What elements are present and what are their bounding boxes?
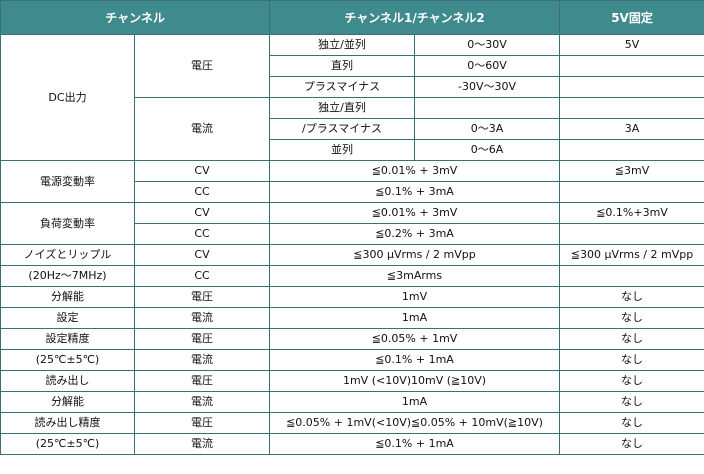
header-ch1-ch2: チャンネル1/チャンネル2 bbox=[269, 0, 561, 35]
dc-output-label: DC出力 bbox=[0, 34, 135, 161]
line-reg-cv-mode: CV bbox=[133, 160, 271, 182]
ripple-cc-fixed bbox=[559, 265, 704, 287]
ripple-label: ノイズとリップル bbox=[0, 244, 135, 266]
set-acc-label-2: (25℃±5℃) bbox=[0, 349, 135, 371]
dc-voltage-mode-1: 独立/並列 bbox=[269, 34, 416, 56]
header-5v-fixed: 5V固定 bbox=[559, 0, 704, 35]
load-reg-cv-mode: CV bbox=[133, 202, 271, 224]
set-res-label-1: 分解能 bbox=[0, 286, 135, 308]
table-row: (25℃±5℃) 電流 ≦0.1% + 1mA なし bbox=[0, 349, 704, 371]
read-acc-a-mode: 電流 bbox=[133, 433, 271, 455]
read-res-v-ch: 1mV (<10V)10mV (≧10V) bbox=[269, 370, 561, 392]
load-reg-cc-fixed bbox=[559, 223, 704, 245]
load-reg-cc-mode: CC bbox=[133, 223, 271, 245]
set-res-a-fixed: なし bbox=[559, 307, 704, 329]
line-reg-cc-fixed bbox=[559, 181, 704, 203]
set-res-label-2: 設定 bbox=[0, 307, 135, 329]
set-acc-v-ch: ≦0.05% + 1mV bbox=[269, 328, 561, 350]
dc-current-label: 電流 bbox=[133, 97, 271, 161]
read-acc-v-fixed: なし bbox=[559, 412, 704, 434]
table-row: 分解能 電流 1mA なし bbox=[0, 391, 704, 413]
dc-current-mode-2: /プラスマイナス bbox=[269, 118, 416, 140]
set-acc-v-mode: 電圧 bbox=[133, 328, 271, 350]
table-row: (20Hz〜7MHz) CC ≦3mArms bbox=[0, 265, 704, 287]
ripple-cc-mode: CC bbox=[133, 265, 271, 287]
dc-current-ch-3: 0〜6A bbox=[414, 139, 561, 161]
dc-voltage-fixed-2 bbox=[559, 55, 704, 77]
table-row: 設定精度 電圧 ≦0.05% + 1mV なし bbox=[0, 328, 704, 350]
table-row: 電源変動率 CV ≦0.01% + 3mV ≦3mV bbox=[0, 160, 704, 203]
set-res-v-ch: 1mV bbox=[269, 286, 561, 308]
dc-voltage-fixed-1: 5V bbox=[559, 34, 704, 56]
dc-voltage-mode-3: プラスマイナス bbox=[269, 76, 416, 98]
table-row: CC ≦0.1% + 3mA bbox=[1, 181, 704, 203]
line-reg-cv-fixed: ≦3mV bbox=[559, 160, 704, 182]
read-acc-a-fixed: なし bbox=[559, 433, 704, 455]
table-row: (25℃±5℃) 電流 ≦0.1% + 1mA なし bbox=[0, 433, 704, 455]
header-row: チャンネル チャンネル1/チャンネル2 5V固定 bbox=[0, 0, 704, 35]
read-res-v-mode: 電圧 bbox=[133, 370, 271, 392]
spec-table: チャンネル チャンネル1/チャンネル2 5V固定 DC出力 電圧 独立/並列 0… bbox=[0, 0, 704, 455]
read-res-a-ch: 1mA bbox=[269, 391, 561, 413]
set-res-v-fixed: なし bbox=[559, 286, 704, 308]
set-res-a-ch: 1mA bbox=[269, 307, 561, 329]
read-acc-label-1: 読み出し精度 bbox=[0, 412, 135, 434]
table-row: 負荷変動率 CV ≦0.01% + 3mV ≦0.1%+3mV bbox=[0, 202, 704, 245]
dc-current-fixed-1 bbox=[559, 97, 704, 119]
read-acc-label-2: (25℃±5℃) bbox=[0, 433, 135, 455]
table-row: 読み出し精度 電圧 ≦0.05% + 1mV(<10V)≦0.05% + 10m… bbox=[0, 412, 704, 434]
set-acc-a-mode: 電流 bbox=[133, 349, 271, 371]
dc-voltage-label: 電圧 bbox=[133, 34, 271, 98]
dc-current-fixed-3 bbox=[559, 139, 704, 161]
read-res-v-fixed: なし bbox=[559, 370, 704, 392]
set-res-a-mode: 電流 bbox=[133, 307, 271, 329]
dc-current-ch-2: 0〜3A bbox=[414, 118, 561, 140]
table-row: プラスマイナス -30V〜30V bbox=[1, 76, 704, 98]
read-acc-a-ch: ≦0.1% + 1mA bbox=[269, 433, 561, 455]
dc-voltage-ch-1: 0〜30V bbox=[414, 34, 561, 56]
load-reg-cc-ch: ≦0.2% + 3mA bbox=[269, 223, 561, 245]
table-row: 電流 独立/直列 bbox=[1, 97, 704, 161]
dc-voltage-ch-2: 0〜60V bbox=[414, 55, 561, 77]
line-reg-label: 電源変動率 bbox=[0, 160, 135, 203]
ripple-sublabel: (20Hz〜7MHz) bbox=[0, 265, 135, 287]
set-res-v-mode: 電圧 bbox=[133, 286, 271, 308]
dc-current-mode-3: 並列 bbox=[269, 139, 416, 161]
set-acc-label-1: 設定精度 bbox=[0, 328, 135, 350]
line-reg-cc-ch: ≦0.1% + 3mA bbox=[269, 181, 561, 203]
line-reg-cc-mode: CC bbox=[133, 181, 271, 203]
table-row: 読み出し 電圧 1mV (<10V)10mV (≧10V) なし bbox=[0, 370, 704, 392]
load-reg-label: 負荷変動率 bbox=[0, 202, 135, 245]
read-acc-v-ch: ≦0.05% + 1mV(<10V)≦0.05% + 10mV(≧10V) bbox=[269, 412, 561, 434]
table-row: 設定 電流 1mA なし bbox=[0, 307, 704, 329]
dc-voltage-ch-3: -30V〜30V bbox=[414, 76, 561, 98]
dc-voltage-fixed-3 bbox=[559, 76, 704, 98]
table-row: DC出力 電圧 独立/並列 0〜30V 5V bbox=[0, 34, 704, 161]
load-reg-cv-fixed: ≦0.1%+3mV bbox=[559, 202, 704, 224]
table-row: CC ≦0.2% + 3mA bbox=[1, 223, 704, 245]
ripple-cc-ch: ≦3mArms bbox=[269, 265, 561, 287]
read-acc-v-mode: 電圧 bbox=[133, 412, 271, 434]
dc-current-mode-1: 独立/直列 bbox=[269, 97, 416, 119]
dc-voltage-mode-2: 直列 bbox=[269, 55, 416, 77]
read-res-a-fixed: なし bbox=[559, 391, 704, 413]
set-acc-v-fixed: なし bbox=[559, 328, 704, 350]
table-row: 分解能 電圧 1mV なし bbox=[0, 286, 704, 308]
ripple-cv-fixed: ≦300 μVrms / 2 mVpp bbox=[559, 244, 704, 266]
header-channel: チャンネル bbox=[0, 0, 271, 35]
read-res-a-mode: 電流 bbox=[133, 391, 271, 413]
dc-current-ch-1 bbox=[414, 97, 561, 119]
line-reg-cv-ch: ≦0.01% + 3mV bbox=[269, 160, 561, 182]
ripple-cv-ch: ≦300 μVrms / 2 mVpp bbox=[269, 244, 561, 266]
ripple-cv-mode: CV bbox=[133, 244, 271, 266]
set-acc-a-ch: ≦0.1% + 1mA bbox=[269, 349, 561, 371]
dc-current-fixed-2: 3A bbox=[559, 118, 704, 140]
load-reg-cv-ch: ≦0.01% + 3mV bbox=[269, 202, 561, 224]
set-acc-a-fixed: なし bbox=[559, 349, 704, 371]
read-res-label-1: 読み出し bbox=[0, 370, 135, 392]
table-row: ノイズとリップル CV ≦300 μVrms / 2 mVpp ≦300 μVr… bbox=[0, 244, 704, 266]
read-res-label-2: 分解能 bbox=[0, 391, 135, 413]
